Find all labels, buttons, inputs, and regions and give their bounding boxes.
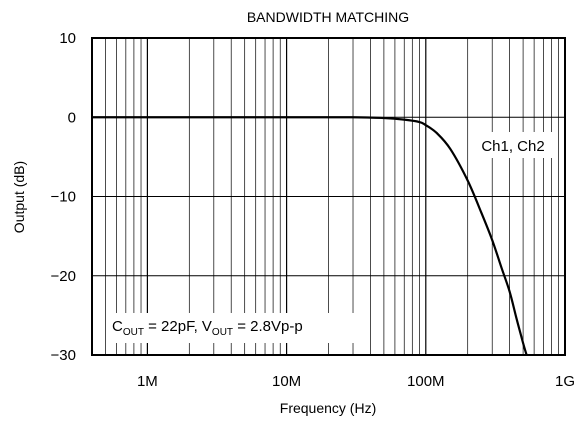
c-out-symbol: C [112,318,123,335]
y-tick-labels: 10 0 −10 −20 −30 [51,30,76,364]
y-tick-label: 10 [59,30,76,47]
x-tick-label: 10M [272,373,301,390]
series-label: Ch1, Ch2 [481,138,544,155]
v-out-subscript: OUT [212,327,233,338]
y-tick-label: −30 [51,347,76,364]
chart-title: BANDWIDTH MATCHING [247,9,409,25]
x-axis-label: Frequency (Hz) [280,400,376,416]
y-tick-label: −10 [51,189,76,206]
plot-frame [91,37,566,356]
y-tick-label: 0 [68,109,76,126]
conditions-label-background [106,313,370,343]
x-tick-label: 1M [137,373,158,390]
v-out-value: = 2.8Vp-p [233,318,303,335]
c-out-value: = 22pF, V [144,318,212,335]
y-axis-label: Output (dB) [11,161,27,233]
test-conditions-label: COUT = 22pF, VOUT = 2.8Vp-p [112,318,303,338]
series-line-ch1-ch2 [92,116,528,356]
x-tick-labels: 1M 10M 100M 1G [137,373,575,390]
x-tick-label: 1G [555,373,575,390]
x-tick-label: 100M [407,373,445,390]
y-tick-label: −20 [51,268,76,285]
series-label-background [470,132,556,158]
c-out-subscript: OUT [123,327,144,338]
